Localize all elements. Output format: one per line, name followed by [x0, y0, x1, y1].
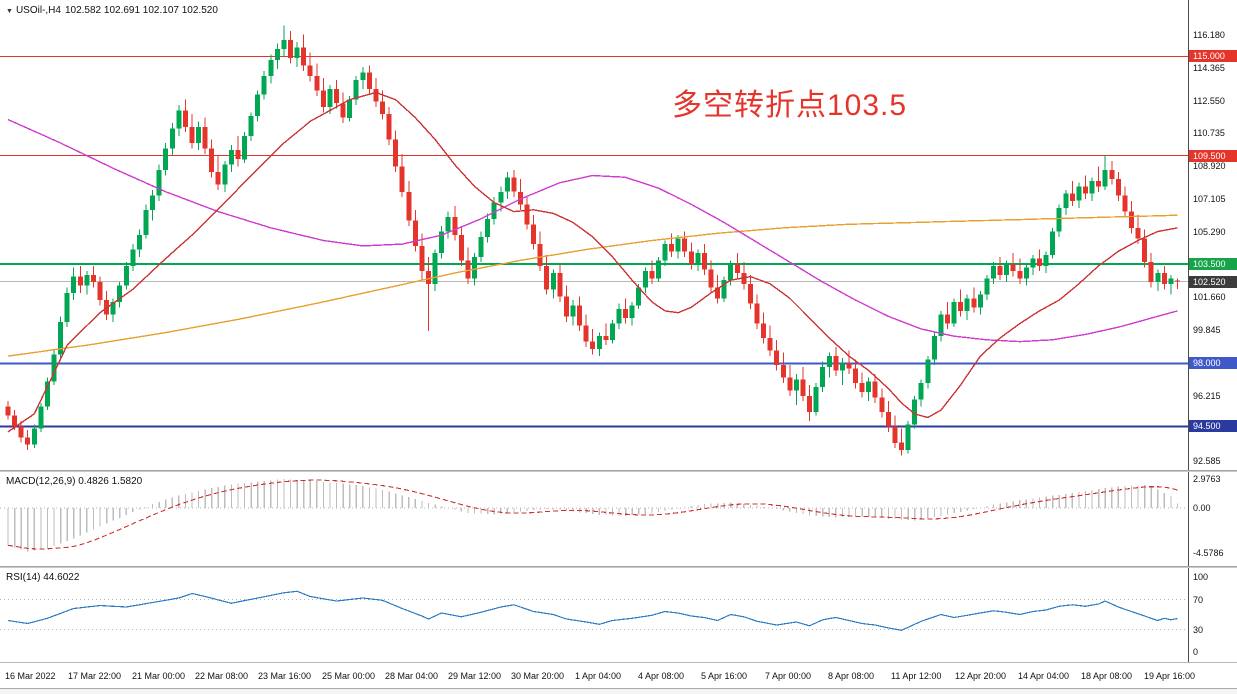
price-level-badge: 103.500 — [1189, 258, 1237, 270]
time-axis-label: 11 Apr 12:00 — [891, 671, 942, 681]
time-axis-label: 19 Apr 16:00 — [1144, 671, 1196, 681]
time-axis-label: 5 Apr 16:00 — [701, 671, 748, 681]
price-axis-tick: 96.215 — [1193, 391, 1221, 401]
time-axis-label: 28 Mar 04:00 — [385, 671, 439, 681]
price-level-badge: 115.000 — [1189, 50, 1237, 62]
macd-axis-label: 2.9763 — [1193, 474, 1221, 484]
time-axis-label: 4 Apr 08:00 — [638, 671, 685, 681]
time-axis-label: 18 Apr 08:00 — [1081, 671, 1133, 681]
price-axis-tick: 92.585 — [1193, 456, 1221, 466]
macd-indicator-label: MACD(12,26,9) 0.4826 1.5820 — [6, 476, 143, 487]
rsi-axis-label: 100 — [1193, 572, 1209, 582]
time-axis-label: 17 Mar 22:00 — [68, 671, 122, 681]
price-axis-tick: 105.290 — [1193, 227, 1226, 237]
time-axis-label: 1 Apr 04:00 — [575, 671, 622, 681]
time-axis-label: 22 Mar 08:00 — [195, 671, 249, 681]
price-axis-tick: 112.550 — [1193, 96, 1225, 106]
panel-divider — [0, 662, 1237, 663]
time-axis-label: 29 Mar 12:00 — [448, 671, 502, 681]
price-axis-tick: 101.660 — [1193, 292, 1226, 302]
panel-divider[interactable] — [0, 566, 1237, 568]
candlestick-chart-canvas[interactable] — [0, 0, 1188, 470]
price-axis-tick: 116.180 — [1193, 30, 1225, 40]
price-axis[interactable]: 116.180 114.365 112.550 110.735 108.920 107.1… — [1189, 0, 1237, 470]
time-axis-label: 14 Apr 04:00 — [1018, 671, 1070, 681]
time-axis-label: 21 Mar 00:00 — [132, 671, 186, 681]
price-axis-tick: 108.920 — [1193, 161, 1226, 171]
price-axis-tick: 107.105 — [1193, 194, 1226, 204]
symbol-period-label: USOil-,H4 — [15, 5, 61, 16]
horizontal-scrollbar[interactable] — [0, 688, 1237, 694]
time-axis-label: 12 Apr 20:00 — [955, 671, 1007, 681]
time-axis-label: 16 Mar 2022 — [5, 671, 56, 681]
time-axis-label: 7 Apr 00:00 — [765, 671, 812, 681]
annotation-text[interactable]: 多空转折点103.5 — [672, 89, 908, 122]
price-level-badge: 102.520 — [1189, 276, 1237, 288]
price-level-badge: 98.000 — [1189, 357, 1237, 369]
rsi-indicator-label: RSI(14) 44.6022 — [6, 572, 80, 583]
macd-axis-label: -4.5786 — [1193, 548, 1224, 558]
time-axis-label: 23 Mar 16:00 — [258, 671, 312, 681]
price-level-badge: 94.500 — [1189, 420, 1237, 432]
price-axis-separator — [1188, 0, 1189, 663]
chevron-down-icon[interactable]: ▼ — [6, 8, 13, 15]
price-level-badge: 109.500 — [1189, 150, 1237, 162]
price-axis-tick: 99.845 — [1193, 325, 1221, 335]
rsi-axis-label: 30 — [1193, 625, 1204, 635]
rsi-axis-label: 70 — [1193, 595, 1204, 605]
rsi-axis-label: 0 — [1193, 647, 1199, 657]
price-axis-tick: 114.365 — [1193, 63, 1225, 73]
symbol-ohlc-header: ▼ USOil-,H4 102.582 102.691 102.107 102.52… — [6, 5, 222, 16]
rsi-indicator-canvas[interactable] — [0, 568, 1188, 662]
macd-indicator-canvas[interactable] — [0, 472, 1188, 566]
ohlc-values: 102.582 102.691 102.107 102.520 — [64, 5, 218, 16]
time-axis[interactable]: 16 Mar 2022 17 Mar 22:00 21 Mar 00:00 22 Ma… — [0, 663, 1237, 688]
time-axis-label: 30 Mar 20:00 — [511, 671, 565, 681]
time-axis-label: 8 Apr 08:00 — [828, 671, 875, 681]
panel-divider[interactable] — [0, 470, 1237, 472]
macd-axis-label: 0.00 — [1193, 503, 1211, 513]
price-axis-tick: 110.735 — [1193, 128, 1225, 138]
time-axis-label: 25 Mar 00:00 — [322, 671, 376, 681]
rsi-axis: 100 70 30 0 — [1189, 568, 1237, 662]
macd-axis: 2.9763 0.00 -4.5786 — [1189, 472, 1237, 566]
